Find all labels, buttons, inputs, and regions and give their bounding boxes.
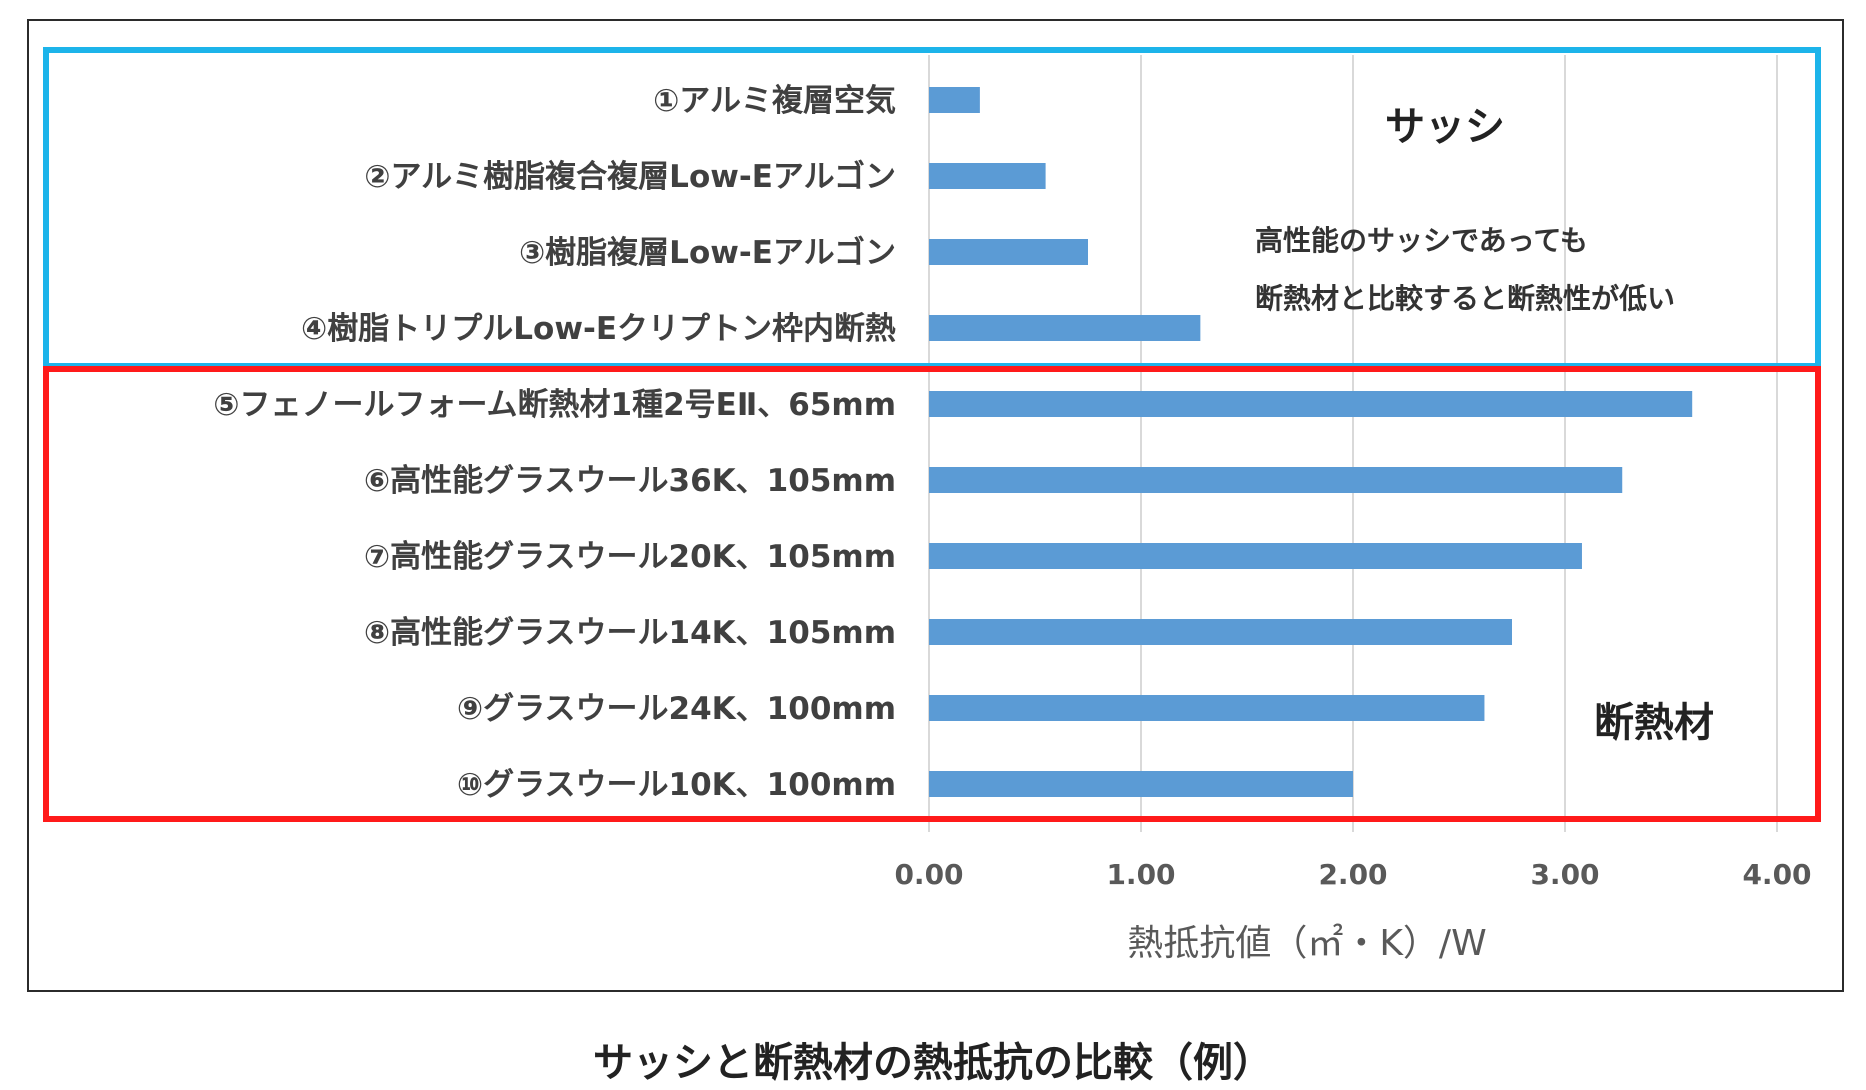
category-label: ⑥高性能グラスウール36K、105mm xyxy=(364,463,896,499)
bar xyxy=(929,771,1353,797)
sash-note-line-1: 高性能のサッシであっても xyxy=(1255,224,1588,257)
category-labels: ①アルミ複層空気 ②アルミ樹脂複合複層Low-Eアルゴン ③樹脂複層Low-Eアルゴ… xyxy=(213,83,896,803)
bar xyxy=(929,163,1046,189)
bar xyxy=(929,619,1512,645)
category-label: ⑦高性能グラスウール20K、105mm xyxy=(364,539,896,575)
x-tick-label: 0.00 xyxy=(894,858,963,891)
x-axis-title: 熱抵抗値（㎡・K）/W xyxy=(1127,922,1486,964)
group-boxes xyxy=(43,47,1821,822)
category-label: ①アルミ複層空気 xyxy=(653,83,896,119)
bar xyxy=(929,315,1201,341)
group-title-sash: サッシ xyxy=(1385,104,1505,150)
bar xyxy=(929,239,1088,265)
x-tick-labels: 0.00 1.00 2.00 3.00 4.00 xyxy=(894,858,1811,891)
bar xyxy=(929,467,1623,493)
insulation-group-box xyxy=(43,366,1821,822)
figure-caption: サッシと断熱材の熱抵抗の比較（例） xyxy=(593,1040,1273,1086)
x-tick-label: 1.00 xyxy=(1106,858,1175,891)
x-tick-label: 2.00 xyxy=(1318,858,1387,891)
bar xyxy=(929,543,1582,569)
category-label: ⑧高性能グラスウール14K、105mm xyxy=(364,615,896,651)
category-label: ④樹脂トリプルLow-Eクリプトン枠内断熱 xyxy=(301,311,896,347)
x-tick-label: 3.00 xyxy=(1530,858,1599,891)
category-label: ⑤フェノールフォーム断熱材1種2号EⅡ、65mm xyxy=(213,387,896,423)
bars xyxy=(929,87,1693,797)
x-tick-label: 4.00 xyxy=(1742,858,1811,891)
group-title-insulation: 断熱材 xyxy=(1594,700,1714,746)
bar xyxy=(929,87,980,113)
bar xyxy=(929,391,1693,417)
category-label: ②アルミ樹脂複合複層Low-Eアルゴン xyxy=(364,159,896,195)
category-label: ⑨グラスウール24K、100mm xyxy=(457,691,896,727)
category-label: ③樹脂複層Low-Eアルゴン xyxy=(519,235,896,271)
bar xyxy=(929,695,1485,721)
category-label: ⑩グラスウール10K、100mm xyxy=(457,767,896,803)
sash-note-line-2: 断熱材と比較すると断熱性が低い xyxy=(1255,282,1675,315)
